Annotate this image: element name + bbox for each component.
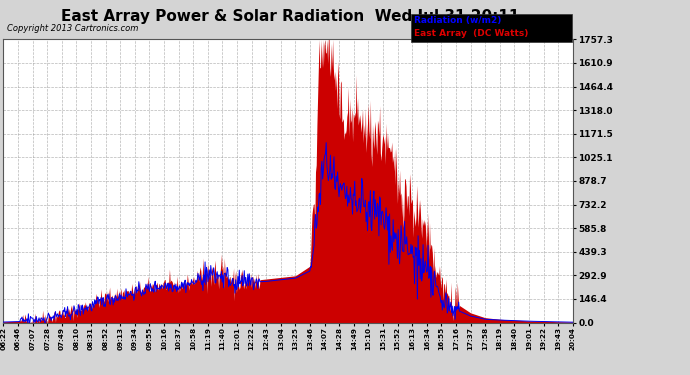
Text: East Array  (DC Watts): East Array (DC Watts) [414,28,529,38]
Text: Radiation (w/m2): Radiation (w/m2) [414,16,502,25]
Text: Copyright 2013 Cartronics.com: Copyright 2013 Cartronics.com [7,24,138,33]
Text: East Array Power & Solar Radiation  Wed Jul 31 20:11: East Array Power & Solar Radiation Wed J… [61,9,519,24]
